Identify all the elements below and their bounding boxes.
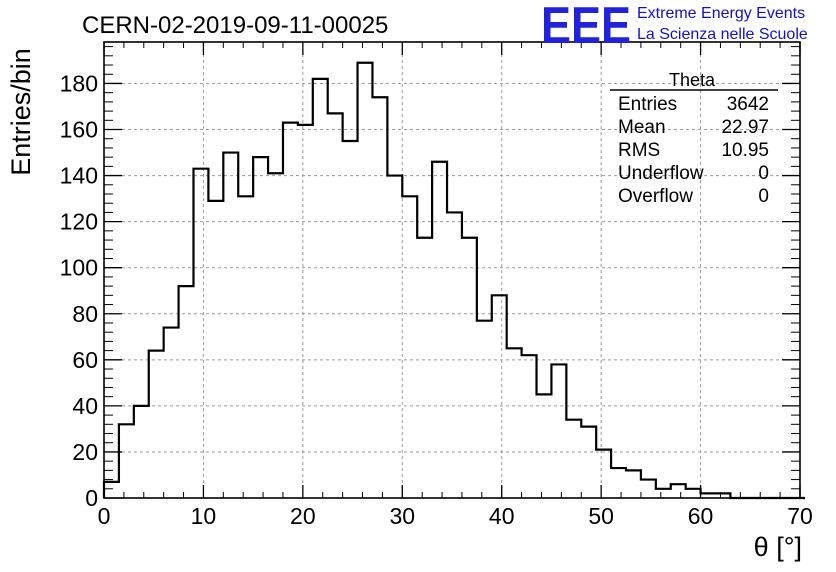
stats-row-label: RMS	[618, 140, 660, 161]
stats-row-value: 0	[758, 163, 769, 184]
y-tick-labels: 0 20 40 60 80 100 120 140 160 180	[60, 70, 98, 511]
stats-row-label: Entries	[618, 94, 677, 115]
x-tick-label: 0	[98, 503, 111, 529]
x-tick-label: 40	[489, 503, 515, 529]
y-axis-title: Entries/bin	[6, 48, 36, 176]
stats-row-label: Overflow	[618, 186, 693, 207]
stats-box-title: Theta	[669, 70, 716, 90]
eee-logo: EEE Extreme Energy Events La Scienza nel…	[541, 0, 808, 55]
histogram-series-line	[102, 61, 805, 500]
y-tick-label: 0	[85, 485, 98, 511]
y-tick-label: 120	[60, 209, 98, 235]
logo-line-2: La Scienza nelle Scuole	[637, 26, 808, 43]
stats-row-value: 0	[758, 186, 769, 207]
y-tick-label: 20	[72, 439, 98, 465]
x-tick-labels: 0 10 20 30 40 50 60 70	[98, 503, 813, 529]
grid-lines	[104, 42, 800, 498]
y-tick-label: 180	[60, 70, 98, 96]
x-tick-label: 60	[688, 503, 714, 529]
x-tick-label: 50	[588, 503, 614, 529]
y-tick-label: 100	[60, 255, 98, 281]
x-tick-label: 30	[389, 503, 415, 529]
y-tick-label: 80	[72, 301, 98, 327]
x-tick-label: 70	[787, 503, 813, 529]
x-tick-label: 10	[191, 503, 217, 529]
stats-row-label: Underflow	[618, 163, 704, 184]
y-tick-label: 40	[72, 393, 98, 419]
y-tick-label: 140	[60, 163, 98, 189]
eee-logo-mark: EEE	[541, 0, 631, 55]
x-tick-label: 20	[290, 503, 316, 529]
plot-frame	[103, 41, 801, 499]
logo-line-1: Extreme Energy Events	[637, 5, 805, 22]
stats-row-value: 3642	[727, 94, 769, 115]
stats-row-value: 22.97	[721, 117, 769, 138]
stats-box: Theta Entries 3642 Mean 22.97 RMS 10.95 Underf…	[610, 70, 778, 207]
axis-ticks	[103, 42, 801, 499]
stats-row-label: Mean	[618, 117, 666, 138]
x-axis-title: θ [°]	[754, 532, 802, 562]
stats-row-value: 10.95	[721, 140, 769, 161]
plot-title: CERN-02-2019-09-11-00025	[82, 12, 388, 39]
y-tick-label: 60	[72, 347, 98, 373]
y-tick-label: 160	[60, 117, 98, 143]
